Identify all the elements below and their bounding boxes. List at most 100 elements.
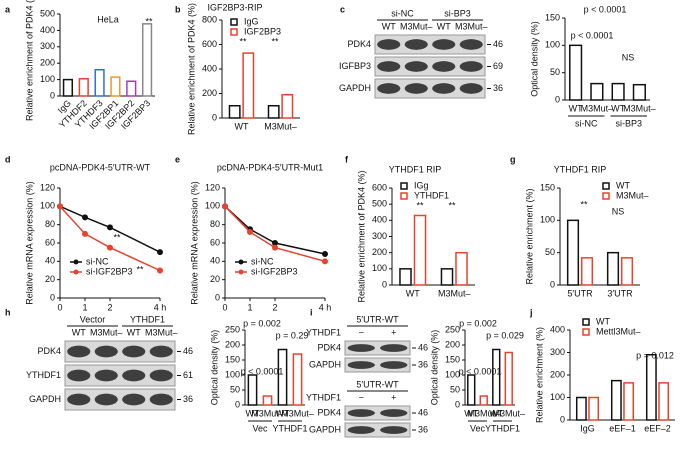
blot-band: [380, 426, 408, 434]
bar: [569, 44, 583, 101]
blot-band: [459, 39, 483, 50]
y-tick-label: 150: [545, 12, 560, 22]
annotation: p = 0.002: [459, 318, 497, 328]
y-tick-label: 100: [372, 263, 387, 273]
blot-band: [404, 61, 428, 72]
y-tick-label: 150: [445, 354, 460, 364]
group-label: si-BP3: [615, 118, 642, 128]
y-tick-label: 200: [550, 369, 565, 379]
blot-mw: 36: [493, 83, 503, 93]
blot-band: [122, 345, 146, 358]
blot-row-label: GAPDH: [29, 394, 61, 404]
group-label: YTHDF1: [272, 423, 307, 433]
blot-band: [347, 426, 375, 434]
legend-marker: [238, 269, 244, 275]
y-axis-label: Optical density (%): [529, 21, 539, 97]
point: [107, 244, 113, 251]
x-tick-label: 5′UTR: [567, 288, 593, 298]
blot-group: si-NC: [391, 8, 414, 18]
blot-band: [432, 61, 456, 72]
legend-label: si-NC: [251, 256, 274, 266]
y-tick-label: 300: [40, 41, 55, 51]
blot-strip: [374, 78, 486, 99]
y-tick-label: 60: [45, 237, 55, 247]
line: [224, 205, 326, 263]
annotation: p < 0.0001: [571, 30, 614, 40]
x-tick-label: WT: [464, 408, 478, 418]
bar: [281, 93, 294, 119]
y-tick-label: 100: [545, 40, 560, 50]
blot-band: [149, 345, 173, 358]
x-tick-label: 0: [57, 302, 62, 312]
y-tick-label: 400: [40, 25, 55, 35]
blot-band: [347, 361, 375, 369]
bar: [632, 83, 646, 101]
y-tick-label: 40: [45, 256, 55, 266]
point: [322, 251, 328, 257]
y-tick-label: 80: [210, 219, 220, 229]
x-tick-label: M3Mut–: [264, 121, 297, 131]
x-tick-label: 3′UTR: [607, 288, 633, 298]
x-tick-label: 1: [82, 302, 87, 312]
panel-letter: c: [340, 4, 345, 14]
y-tick-label: 250: [225, 324, 240, 334]
bar: [588, 396, 600, 421]
blot-band: [432, 39, 456, 50]
bar: [126, 80, 137, 97]
y-tick-label: 200: [40, 58, 55, 68]
y-tick-label: 80: [45, 219, 55, 229]
y-axis-label: Relative enrichment (%): [524, 188, 534, 284]
legend-label: WT: [596, 316, 610, 326]
y-tick-label: 0: [235, 399, 240, 409]
blot-lane: WT: [127, 327, 141, 337]
annotation: **: [113, 232, 121, 242]
y-tick-label: 200: [372, 247, 387, 257]
bar: [580, 257, 594, 286]
y-tick-label: 0: [50, 292, 55, 302]
legend-label: si-IGF2BP3: [251, 266, 298, 276]
legend-marker: [602, 192, 610, 200]
legend-marker: [230, 18, 238, 26]
y-tick-label: 150: [225, 354, 240, 364]
panel-letter: i: [310, 307, 313, 317]
y-axis-label: Relative enrichment of PDK4 (%): [24, 0, 34, 121]
blot-mw: 36: [418, 424, 428, 434]
x-tick-label: WT: [569, 103, 583, 113]
y-tick-label: 0: [555, 94, 560, 104]
bar: [492, 348, 501, 406]
bar: [141, 23, 153, 97]
blot-band: [432, 83, 456, 94]
legend-marker: [73, 259, 79, 265]
blot-row-label: GAPDH: [309, 424, 341, 434]
y-tick-label: 0: [50, 90, 55, 100]
annotation: **: [580, 199, 588, 209]
blot-band: [404, 83, 428, 94]
x-tick-label: M3Mut–: [581, 103, 614, 113]
x-tick-label: eEF–2: [644, 423, 671, 433]
bar: [440, 268, 454, 286]
y-tick-label: 0: [560, 414, 565, 424]
y-axis-label: Relative mRNA expression (%): [189, 181, 199, 305]
group-label: Vec: [252, 423, 268, 433]
y-tick-label: 500: [372, 199, 387, 209]
blot-band: [94, 369, 118, 382]
blot-group: 5′UTR-WT: [356, 314, 399, 324]
bar: [78, 78, 89, 97]
legend-label: si-IGF2BP3: [86, 266, 133, 276]
blot-strip: [64, 364, 176, 387]
legend-label: WT: [616, 180, 630, 190]
blot-lane: WT: [382, 21, 396, 31]
annotation: NS: [612, 206, 625, 216]
blot-band: [459, 61, 483, 72]
legend-label: M3Mut–: [616, 190, 649, 200]
blot-row-label: PDK4: [317, 407, 341, 417]
chart-title: YTHDF1 RIP: [389, 164, 442, 174]
x-tick-label: M3Mut–: [251, 408, 284, 418]
x-tick-label: WT: [611, 103, 625, 113]
blot-mw: 46: [493, 39, 503, 49]
x-tick-label: 4 h: [319, 302, 332, 312]
blot-mw: 46: [418, 342, 428, 352]
blot-band: [67, 393, 91, 406]
